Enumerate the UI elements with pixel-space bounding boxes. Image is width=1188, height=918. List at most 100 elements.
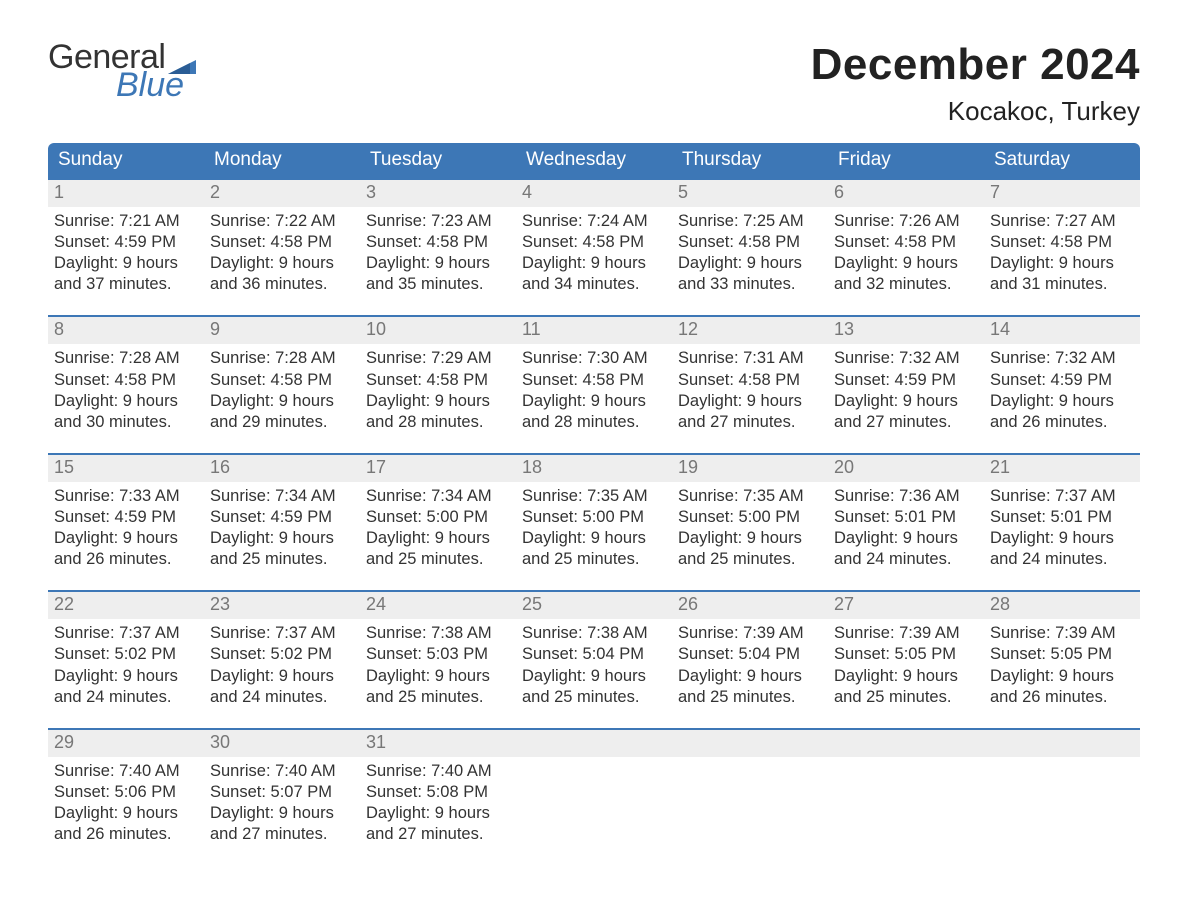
calendar-day: 19Sunrise: 7:35 AMSunset: 5:00 PMDayligh… bbox=[672, 455, 828, 576]
calendar-day: 30Sunrise: 7:40 AMSunset: 5:07 PMDayligh… bbox=[204, 730, 360, 851]
day-number: 31 bbox=[360, 730, 516, 757]
calendar-day: 13Sunrise: 7:32 AMSunset: 4:59 PMDayligh… bbox=[828, 317, 984, 438]
day-sunrise: Sunrise: 7:34 AM bbox=[210, 486, 354, 507]
day-sunset: Sunset: 4:58 PM bbox=[366, 232, 510, 253]
day-sunrise: Sunrise: 7:24 AM bbox=[522, 211, 666, 232]
day-sunrise: Sunrise: 7:40 AM bbox=[210, 761, 354, 782]
day-sunset: Sunset: 4:58 PM bbox=[522, 232, 666, 253]
day-number: 27 bbox=[828, 592, 984, 619]
day-day1: Daylight: 9 hours bbox=[366, 528, 510, 549]
calendar-day: 6Sunrise: 7:26 AMSunset: 4:58 PMDaylight… bbox=[828, 180, 984, 301]
day-sunrise: Sunrise: 7:39 AM bbox=[678, 623, 822, 644]
calendar-day: 16Sunrise: 7:34 AMSunset: 4:59 PMDayligh… bbox=[204, 455, 360, 576]
day-day1: Daylight: 9 hours bbox=[366, 253, 510, 274]
day-number: 20 bbox=[828, 455, 984, 482]
calendar-week: 15Sunrise: 7:33 AMSunset: 4:59 PMDayligh… bbox=[48, 453, 1140, 576]
day-details: Sunrise: 7:37 AMSunset: 5:02 PMDaylight:… bbox=[48, 619, 204, 713]
day-details: Sunrise: 7:26 AMSunset: 4:58 PMDaylight:… bbox=[828, 207, 984, 301]
calendar-day: 17Sunrise: 7:34 AMSunset: 5:00 PMDayligh… bbox=[360, 455, 516, 576]
calendar-day: 8Sunrise: 7:28 AMSunset: 4:58 PMDaylight… bbox=[48, 317, 204, 438]
day-number: 1 bbox=[48, 180, 204, 207]
day-number: 29 bbox=[48, 730, 204, 757]
calendar-day bbox=[984, 730, 1140, 851]
day-sunrise: Sunrise: 7:37 AM bbox=[990, 486, 1134, 507]
day-day1: Daylight: 9 hours bbox=[990, 666, 1134, 687]
calendar-day: 5Sunrise: 7:25 AMSunset: 4:58 PMDaylight… bbox=[672, 180, 828, 301]
calendar-day: 10Sunrise: 7:29 AMSunset: 4:58 PMDayligh… bbox=[360, 317, 516, 438]
day-sunset: Sunset: 4:59 PM bbox=[834, 370, 978, 391]
day-details: Sunrise: 7:33 AMSunset: 4:59 PMDaylight:… bbox=[48, 482, 204, 576]
day-day1: Daylight: 9 hours bbox=[834, 666, 978, 687]
day-number: 11 bbox=[516, 317, 672, 344]
day-day2: and 25 minutes. bbox=[834, 687, 978, 708]
day-day2: and 25 minutes. bbox=[522, 687, 666, 708]
day-day1: Daylight: 9 hours bbox=[990, 528, 1134, 549]
calendar-day: 18Sunrise: 7:35 AMSunset: 5:00 PMDayligh… bbox=[516, 455, 672, 576]
day-day1: Daylight: 9 hours bbox=[834, 253, 978, 274]
day-day1: Daylight: 9 hours bbox=[366, 666, 510, 687]
day-day1: Daylight: 9 hours bbox=[522, 391, 666, 412]
day-sunrise: Sunrise: 7:28 AM bbox=[54, 348, 198, 369]
calendar-day: 29Sunrise: 7:40 AMSunset: 5:06 PMDayligh… bbox=[48, 730, 204, 851]
day-number bbox=[984, 730, 1140, 757]
day-number: 2 bbox=[204, 180, 360, 207]
day-sunrise: Sunrise: 7:25 AM bbox=[678, 211, 822, 232]
logo-text-blue: Blue bbox=[116, 68, 196, 102]
day-details: Sunrise: 7:28 AMSunset: 4:58 PMDaylight:… bbox=[204, 344, 360, 438]
day-sunset: Sunset: 5:00 PM bbox=[678, 507, 822, 528]
calendar-day: 28Sunrise: 7:39 AMSunset: 5:05 PMDayligh… bbox=[984, 592, 1140, 713]
day-sunset: Sunset: 4:58 PM bbox=[54, 370, 198, 391]
location: Kocakoc, Turkey bbox=[811, 96, 1140, 127]
day-day1: Daylight: 9 hours bbox=[522, 253, 666, 274]
day-sunset: Sunset: 5:04 PM bbox=[678, 644, 822, 665]
day-details: Sunrise: 7:25 AMSunset: 4:58 PMDaylight:… bbox=[672, 207, 828, 301]
day-day1: Daylight: 9 hours bbox=[990, 391, 1134, 412]
day-day1: Daylight: 9 hours bbox=[366, 803, 510, 824]
day-sunset: Sunset: 5:01 PM bbox=[990, 507, 1134, 528]
day-sunrise: Sunrise: 7:39 AM bbox=[834, 623, 978, 644]
day-details: Sunrise: 7:35 AMSunset: 5:00 PMDaylight:… bbox=[516, 482, 672, 576]
calendar-day: 2Sunrise: 7:22 AMSunset: 4:58 PMDaylight… bbox=[204, 180, 360, 301]
weekday-header-row: Sunday Monday Tuesday Wednesday Thursday… bbox=[48, 143, 1140, 178]
calendar-day: 22Sunrise: 7:37 AMSunset: 5:02 PMDayligh… bbox=[48, 592, 204, 713]
day-sunrise: Sunrise: 7:38 AM bbox=[366, 623, 510, 644]
title-block: December 2024 Kocakoc, Turkey bbox=[811, 40, 1140, 127]
day-sunrise: Sunrise: 7:36 AM bbox=[834, 486, 978, 507]
day-sunset: Sunset: 4:58 PM bbox=[210, 232, 354, 253]
day-day1: Daylight: 9 hours bbox=[54, 253, 198, 274]
day-sunrise: Sunrise: 7:27 AM bbox=[990, 211, 1134, 232]
calendar-day bbox=[672, 730, 828, 851]
day-details bbox=[984, 757, 1140, 851]
day-day1: Daylight: 9 hours bbox=[522, 666, 666, 687]
calendar-day: 25Sunrise: 7:38 AMSunset: 5:04 PMDayligh… bbox=[516, 592, 672, 713]
day-number: 21 bbox=[984, 455, 1140, 482]
day-sunset: Sunset: 4:59 PM bbox=[54, 232, 198, 253]
day-number: 23 bbox=[204, 592, 360, 619]
day-day2: and 24 minutes. bbox=[990, 549, 1134, 570]
header-row: General Blue December 2024 Kocakoc, Turk… bbox=[48, 40, 1140, 127]
day-day2: and 28 minutes. bbox=[522, 412, 666, 433]
weekday-header: Thursday bbox=[672, 143, 828, 178]
day-number: 26 bbox=[672, 592, 828, 619]
day-number: 28 bbox=[984, 592, 1140, 619]
weekday-header: Monday bbox=[204, 143, 360, 178]
day-day1: Daylight: 9 hours bbox=[210, 666, 354, 687]
day-sunset: Sunset: 4:58 PM bbox=[678, 232, 822, 253]
day-sunrise: Sunrise: 7:23 AM bbox=[366, 211, 510, 232]
day-sunset: Sunset: 5:08 PM bbox=[366, 782, 510, 803]
day-details: Sunrise: 7:37 AMSunset: 5:02 PMDaylight:… bbox=[204, 619, 360, 713]
day-sunset: Sunset: 5:06 PM bbox=[54, 782, 198, 803]
day-number: 14 bbox=[984, 317, 1140, 344]
day-sunrise: Sunrise: 7:22 AM bbox=[210, 211, 354, 232]
day-details: Sunrise: 7:28 AMSunset: 4:58 PMDaylight:… bbox=[48, 344, 204, 438]
day-details: Sunrise: 7:22 AMSunset: 4:58 PMDaylight:… bbox=[204, 207, 360, 301]
day-day2: and 34 minutes. bbox=[522, 274, 666, 295]
day-sunset: Sunset: 5:07 PM bbox=[210, 782, 354, 803]
day-sunrise: Sunrise: 7:34 AM bbox=[366, 486, 510, 507]
day-details bbox=[828, 757, 984, 851]
day-sunset: Sunset: 4:58 PM bbox=[990, 232, 1134, 253]
calendar-day: 3Sunrise: 7:23 AMSunset: 4:58 PMDaylight… bbox=[360, 180, 516, 301]
day-day1: Daylight: 9 hours bbox=[522, 528, 666, 549]
day-day2: and 25 minutes. bbox=[678, 549, 822, 570]
day-day1: Daylight: 9 hours bbox=[366, 391, 510, 412]
